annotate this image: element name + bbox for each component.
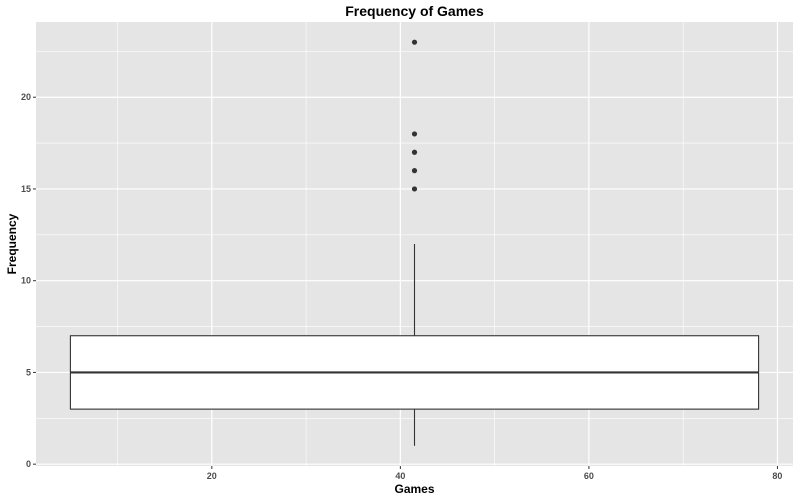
tick-labels: 20 40 60 80 0 5 10 15 20 [21,92,782,481]
x-tick-label: 40 [395,471,405,481]
x-tick-label: 80 [772,471,782,481]
chart-title: Frequency of Games [345,3,484,19]
outlier-point [411,168,418,174]
axis-ticks [33,96,778,469]
outlier-point [411,186,418,192]
y-tick-label: 0 [26,459,31,469]
x-tick-label: 20 [207,471,217,481]
y-tick-label: 5 [26,367,31,377]
y-tick-label: 10 [21,276,31,286]
x-axis-title: Games [394,482,434,496]
outlier-point [411,131,418,137]
outlier-points [411,39,418,192]
y-tick-label: 20 [21,92,31,102]
outlier-point [411,39,418,45]
y-axis-title: Frequency [5,213,19,274]
y-tick-label: 15 [21,184,31,194]
x-tick-label: 60 [584,471,594,481]
boxplot [69,244,760,446]
outlier-point [411,149,418,155]
